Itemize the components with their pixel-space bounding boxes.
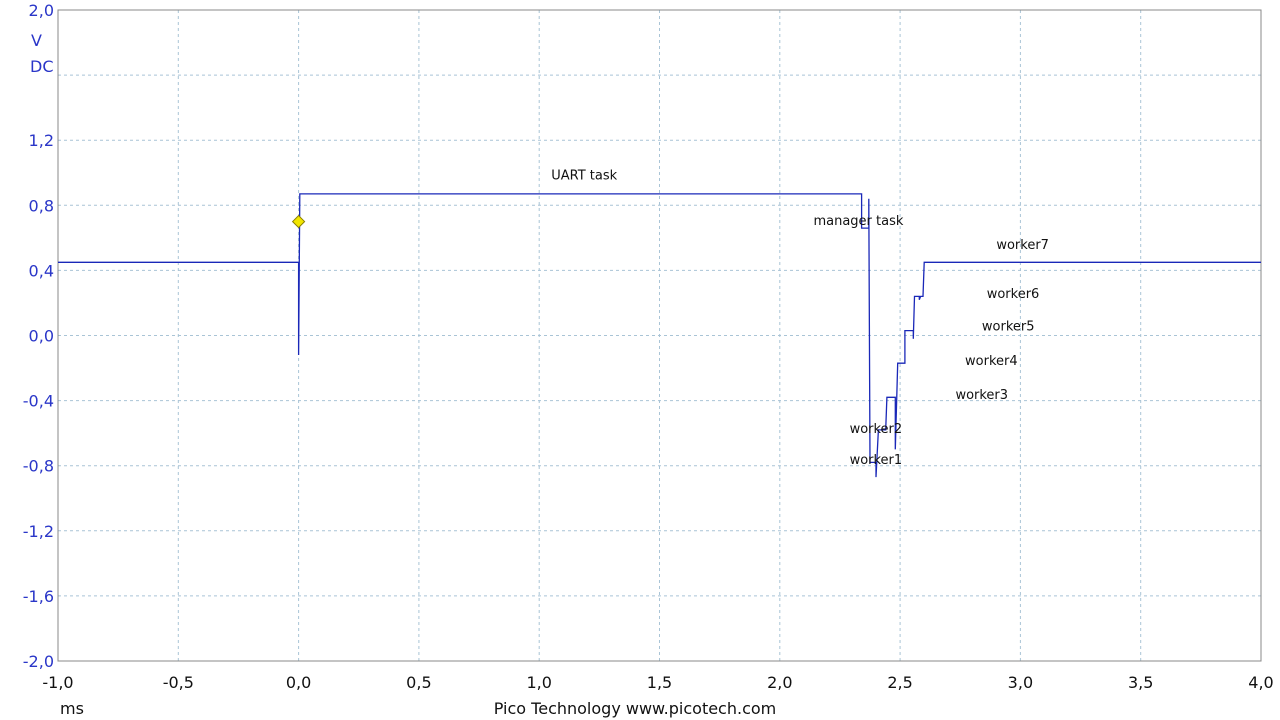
trigger-layer [291, 214, 306, 229]
y-tick-label: 2,0 [29, 1, 54, 20]
y-tick-label: -1,2 [23, 522, 54, 541]
y-tick-label: -0,4 [23, 392, 54, 411]
footer-text: Pico Technology www.picotech.com [494, 699, 777, 718]
grid [57, 9, 1262, 662]
annotation-label: worker2 [850, 422, 903, 437]
series-layer [58, 193, 1261, 478]
x-tick-label: -0,5 [163, 673, 194, 692]
y-axis-ticks: 2,0 1,2 0,8 0,4 0,0 -0,4 -0,8 -1,2 -1,6 -2,0 [23, 1, 54, 671]
annotation-label: worker3 [955, 388, 1008, 403]
y-tick-label: 0,4 [29, 261, 54, 280]
y-tick-label: 0,8 [29, 196, 54, 215]
y-tick-label: -1,6 [23, 587, 54, 606]
x-tick-label: 0,0 [286, 673, 311, 692]
x-unit-label: ms [60, 699, 84, 718]
y-tick-label: 1,2 [29, 131, 54, 150]
x-tick-label: 3,5 [1128, 673, 1153, 692]
y-coupling-label: DC [30, 57, 54, 76]
y-tick-label: 0,0 [29, 327, 54, 346]
annotation-label: UART task [551, 168, 617, 183]
trigger-marker-icon[interactable] [291, 214, 306, 229]
x-tick-label: 1,0 [526, 673, 551, 692]
annotation-label: worker1 [850, 453, 903, 468]
plot-frame [57, 9, 1262, 662]
x-axis-ticks: -1,0 -0,5 0,0 0,5 1,0 1,5 2,0 2,5 3,0 3,5 4,0 [42, 673, 1273, 692]
y-tick-label: -0,8 [23, 457, 54, 476]
annotations: UART task manager task worker7 worker6 worke… [551, 168, 1049, 468]
annotation-label: worker4 [965, 354, 1018, 369]
series-0-trace [58, 193, 1261, 478]
x-tick-label: 3,0 [1008, 673, 1033, 692]
x-tick-label: -1,0 [42, 673, 73, 692]
x-tick-label: 0,5 [406, 673, 431, 692]
x-tick-label: 2,0 [767, 673, 792, 692]
annotation-label: worker6 [987, 287, 1040, 302]
x-tick-label: 2,5 [887, 673, 912, 692]
x-tick-label: 4,0 [1248, 673, 1273, 692]
annotation-label: manager task [813, 214, 903, 229]
annotation-label: worker7 [996, 238, 1049, 253]
y-tick-label: -2,0 [23, 652, 54, 671]
x-tick-label: 1,5 [647, 673, 672, 692]
y-unit-label: V [31, 31, 42, 50]
annotation-label: worker5 [982, 320, 1035, 335]
